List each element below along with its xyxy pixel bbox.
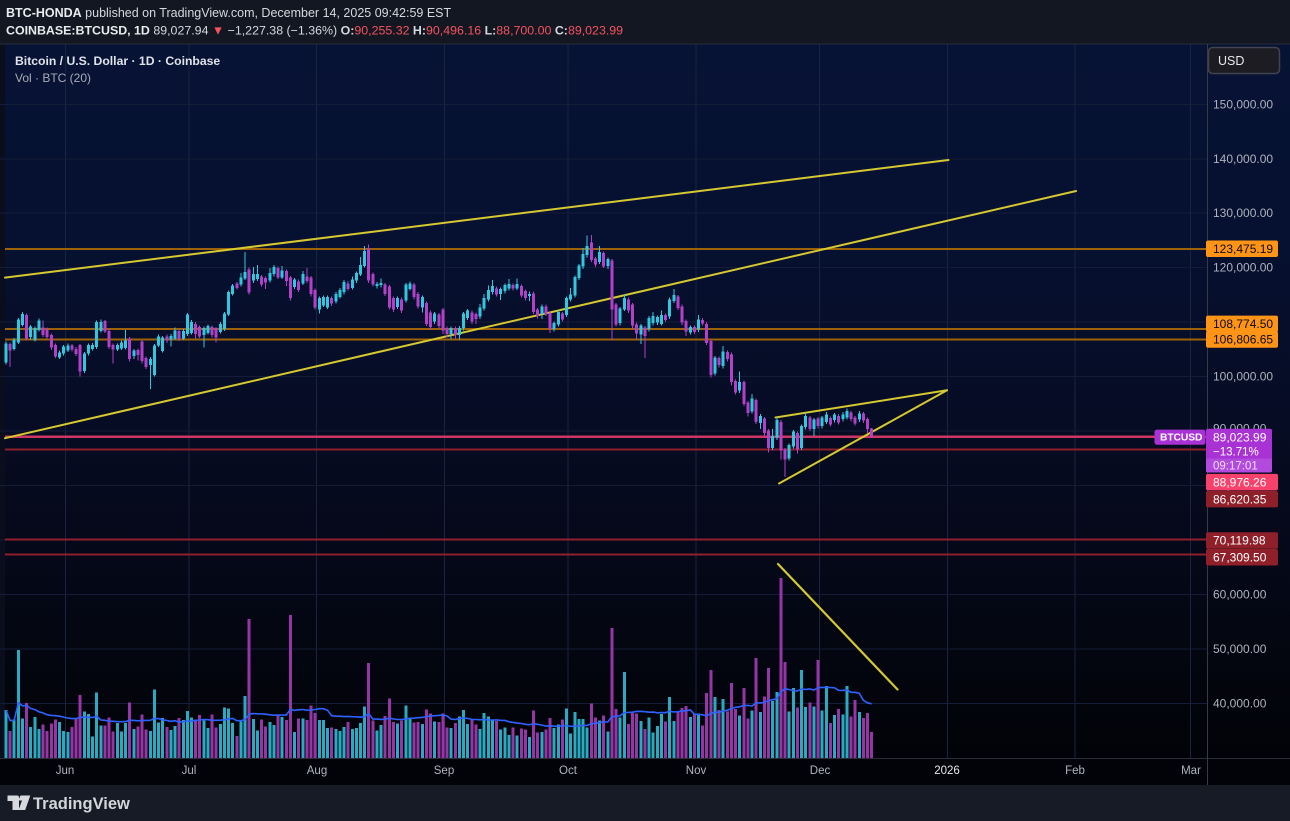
svg-text:106,806.65: 106,806.65: [1213, 333, 1273, 347]
svg-text:40,000.00: 40,000.00: [1213, 696, 1267, 710]
svg-text:Oct: Oct: [559, 765, 578, 777]
svg-text:09:17:01: 09:17:01: [1213, 460, 1258, 472]
svg-text:89,023.99: 89,023.99: [1213, 431, 1267, 445]
svg-text:TradingView: TradingView: [33, 795, 130, 813]
svg-text:2026: 2026: [934, 765, 960, 777]
svg-text:86,620.35: 86,620.35: [1213, 492, 1267, 506]
svg-text:140,000.00: 140,000.00: [1213, 152, 1273, 166]
svg-text:BTCUSD: BTCUSD: [1160, 433, 1202, 444]
svg-text:108,774.50: 108,774.50: [1213, 317, 1273, 331]
svg-text:120,000.00: 120,000.00: [1213, 261, 1273, 275]
svg-text:50,000.00: 50,000.00: [1213, 642, 1267, 656]
svg-text:150,000.00: 150,000.00: [1213, 97, 1273, 111]
svg-text:Jul: Jul: [182, 765, 197, 777]
svg-text:70,119.98: 70,119.98: [1213, 534, 1266, 548]
svg-text:123,475.19: 123,475.19: [1213, 242, 1273, 256]
svg-text:Vol · BTC (20): Vol · BTC (20): [15, 71, 91, 85]
svg-text:60,000.00: 60,000.00: [1213, 587, 1267, 601]
svg-text:BTC-HONDA published on Trading: BTC-HONDA published on TradingView.com, …: [6, 6, 451, 20]
svg-text:−13.71%: −13.71%: [1213, 446, 1259, 458]
svg-text:Feb: Feb: [1065, 765, 1085, 777]
svg-text:88,976.26: 88,976.26: [1213, 475, 1267, 489]
svg-text:USD: USD: [1218, 54, 1244, 68]
svg-text:Sep: Sep: [434, 765, 454, 777]
svg-text:130,000.00: 130,000.00: [1213, 206, 1273, 220]
svg-text:COINBASE:BTCUSD, 1D 89,027.94: COINBASE:BTCUSD, 1D 89,027.94 ▼ −1,227.3…: [6, 24, 623, 38]
svg-text:67,309.50: 67,309.50: [1213, 551, 1267, 565]
svg-text:Mar: Mar: [1181, 765, 1201, 777]
svg-text:Bitcoin / U.S. Dollar · 1D · C: Bitcoin / U.S. Dollar · 1D · Coinbase: [15, 54, 220, 68]
svg-text:Jun: Jun: [56, 765, 75, 777]
svg-text:Nov: Nov: [686, 765, 707, 777]
svg-text:Dec: Dec: [810, 765, 831, 777]
svg-text:100,000.00: 100,000.00: [1213, 370, 1273, 384]
svg-text:Aug: Aug: [307, 765, 327, 777]
